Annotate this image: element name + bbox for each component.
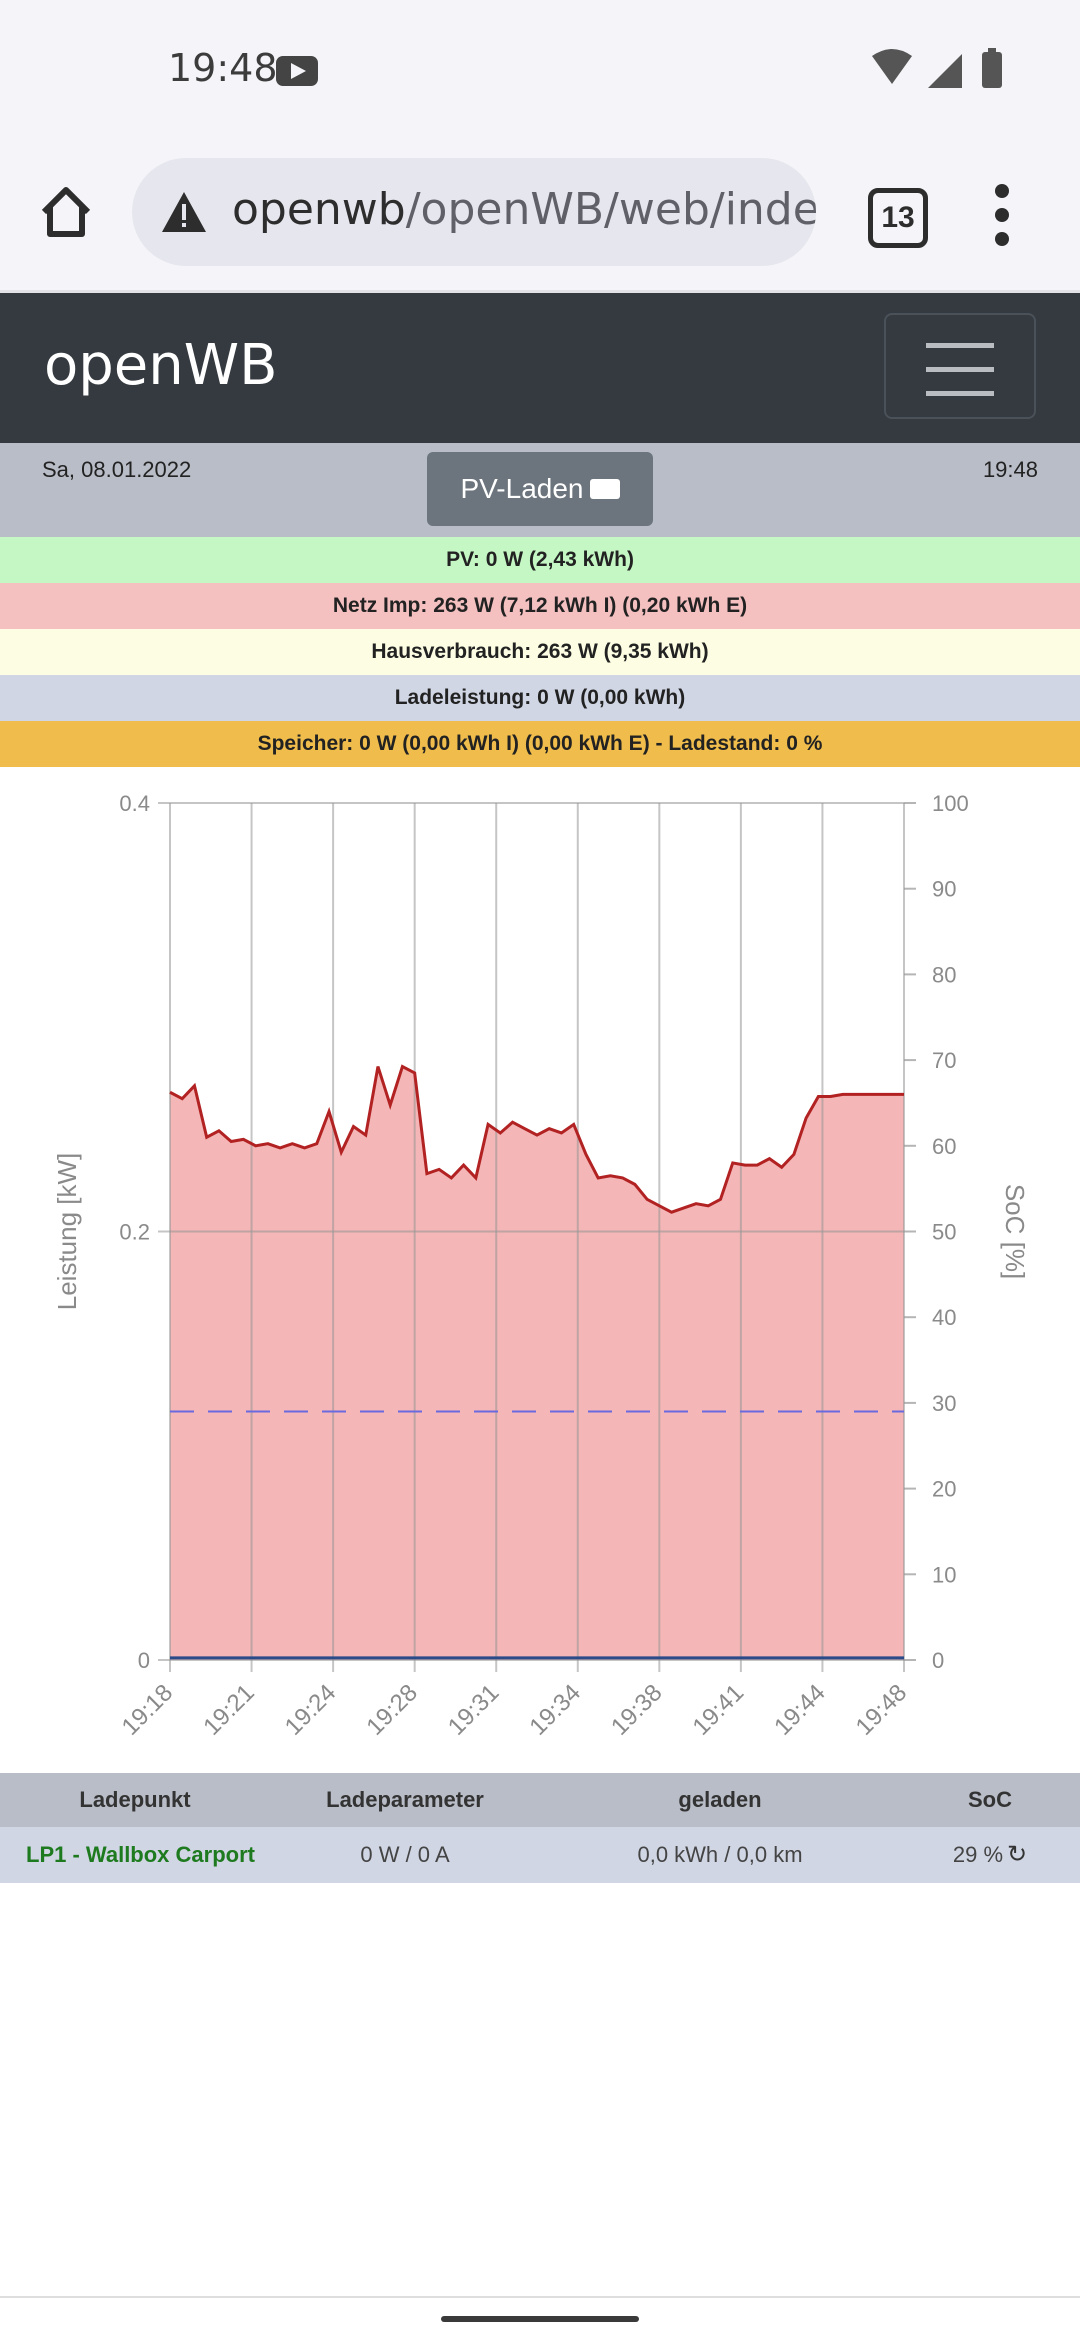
y2-tick-label: 50 bbox=[932, 1220, 956, 1245]
header-geladen: geladen bbox=[678, 1787, 762, 1812]
y2-tick-label: 60 bbox=[932, 1134, 956, 1159]
gesture-bar[interactable] bbox=[441, 2316, 639, 2322]
y2-tick-label: 80 bbox=[932, 962, 956, 987]
storage-row: Speicher: 0 W (0,00 kWh I) (0,00 kWh E) … bbox=[0, 721, 1080, 767]
tab-switcher-button[interactable]: 13 bbox=[868, 188, 928, 248]
charging-power-row: Ladeleistung: 0 W (0,00 kWh) bbox=[0, 675, 1080, 721]
table-header: Ladepunkt Ladeparameter geladen SoC bbox=[0, 1773, 1080, 1827]
grid-row: Netz Imp: 263 W (7,12 kWh I) (0,20 kWh E… bbox=[0, 583, 1080, 629]
loadpoint-loaded: 0,0 kWh / 0,0 km bbox=[637, 1842, 803, 1867]
x-tick-label: 19:18 bbox=[117, 1679, 179, 1741]
loadpoint-table: Ladepunkt Ladeparameter geladen SoC LP1 … bbox=[0, 1773, 1080, 1883]
loadpoint-soc: 29 % bbox=[952, 1842, 1004, 1867]
y-tick-label: 0 bbox=[138, 1648, 150, 1673]
y2-tick-label: 10 bbox=[932, 1562, 956, 1587]
youtube-icon bbox=[276, 56, 318, 86]
y2-tick-label: 30 bbox=[932, 1391, 956, 1416]
loadpoint-soc-cell: 29 % ↻ bbox=[900, 1827, 1080, 1883]
more-menu-icon[interactable] bbox=[992, 184, 1012, 248]
info-row: Sa, 08.01.2022 PV-Laden 19:48 bbox=[0, 443, 1080, 537]
header-ladeparameter: Ladeparameter bbox=[326, 1787, 484, 1812]
home-icon[interactable] bbox=[36, 182, 96, 242]
charge-mode-label: PV-Laden bbox=[460, 473, 584, 504]
x-tick-label: 19:48 bbox=[851, 1679, 913, 1741]
browser-toolbar: openwb/openWB/web/index. 13 bbox=[0, 140, 1080, 293]
x-tick-label: 19:28 bbox=[361, 1679, 423, 1741]
nav-toggle-button[interactable] bbox=[884, 313, 1036, 419]
y-axis-title: Leistung [kW] bbox=[52, 1153, 82, 1311]
x-tick-label: 19:34 bbox=[524, 1679, 586, 1741]
x-tick-label: 19:44 bbox=[769, 1679, 831, 1741]
power-chart: 0 0.2 0.4 0 10 20 30 40 50 60 70 80 90 100 19:18 19:21 1… bbox=[52, 791, 1030, 1741]
signal-icon bbox=[928, 54, 962, 88]
warning-icon[interactable] bbox=[160, 190, 208, 234]
pv-row: PV: 0 W (2,43 kWh) bbox=[0, 537, 1080, 583]
y-tick-label: 0.2 bbox=[119, 1220, 150, 1245]
date-label: Sa, 08.01.2022 bbox=[42, 457, 192, 482]
navbar: openWB bbox=[0, 293, 1080, 443]
y-tick-label: 0.4 bbox=[119, 791, 150, 816]
house-consumption-row: Hausverbrauch: 263 W (9,35 kWh) bbox=[0, 629, 1080, 675]
url-host: openwb bbox=[232, 184, 406, 235]
y2-tick-label: 70 bbox=[932, 1048, 956, 1073]
header-soc: SoC bbox=[968, 1787, 1012, 1812]
loadpoint-param: 0 W / 0 A bbox=[360, 1842, 450, 1867]
divider bbox=[0, 2296, 1080, 2298]
series-line-netz bbox=[169, 1064, 904, 1214]
x-tick-label: 19:41 bbox=[688, 1679, 750, 1741]
status-time: 19:48 bbox=[168, 46, 278, 90]
system-icons bbox=[872, 48, 1002, 88]
status-bar: 19:48 bbox=[0, 0, 1080, 140]
y2-tick-label: 40 bbox=[932, 1305, 956, 1330]
header-ladepunkt: Ladepunkt bbox=[79, 1787, 191, 1812]
url-path: /openWB/web/index. bbox=[405, 184, 816, 235]
y2-axis-title: SoC [%] bbox=[1000, 1184, 1030, 1279]
charge-mode-button[interactable]: PV-Laden bbox=[427, 452, 653, 526]
loadpoint-name[interactable]: LP1 - Wallbox Carport bbox=[26, 1842, 255, 1867]
battery-charge-icon bbox=[589, 479, 620, 499]
y2-tick-label: 0 bbox=[932, 1648, 944, 1673]
url-bar[interactable]: openwb/openWB/web/index. bbox=[132, 158, 816, 266]
y2-tick-label: 90 bbox=[932, 877, 956, 902]
area-fill bbox=[170, 1066, 904, 1660]
brand-logo[interactable]: openWB bbox=[44, 333, 278, 398]
x-tick-label: 19:24 bbox=[280, 1679, 342, 1741]
table-row: LP1 - Wallbox Carport 0 W / 0 A 0,0 kWh … bbox=[0, 1827, 1080, 1883]
battery-icon bbox=[982, 52, 1002, 88]
y2-tick-label: 20 bbox=[932, 1477, 956, 1502]
refresh-icon[interactable]: ↻ bbox=[1007, 1841, 1028, 1868]
y2-tick-label: 100 bbox=[932, 791, 969, 816]
x-tick-label: 19:31 bbox=[443, 1679, 505, 1741]
time-label: 19:48 bbox=[982, 457, 1038, 482]
x-tick-label: 19:38 bbox=[606, 1679, 668, 1741]
x-tick-label: 19:21 bbox=[198, 1679, 260, 1741]
wifi-icon bbox=[872, 49, 912, 84]
url-text[interactable]: openwb/openWB/web/index. bbox=[232, 184, 816, 235]
